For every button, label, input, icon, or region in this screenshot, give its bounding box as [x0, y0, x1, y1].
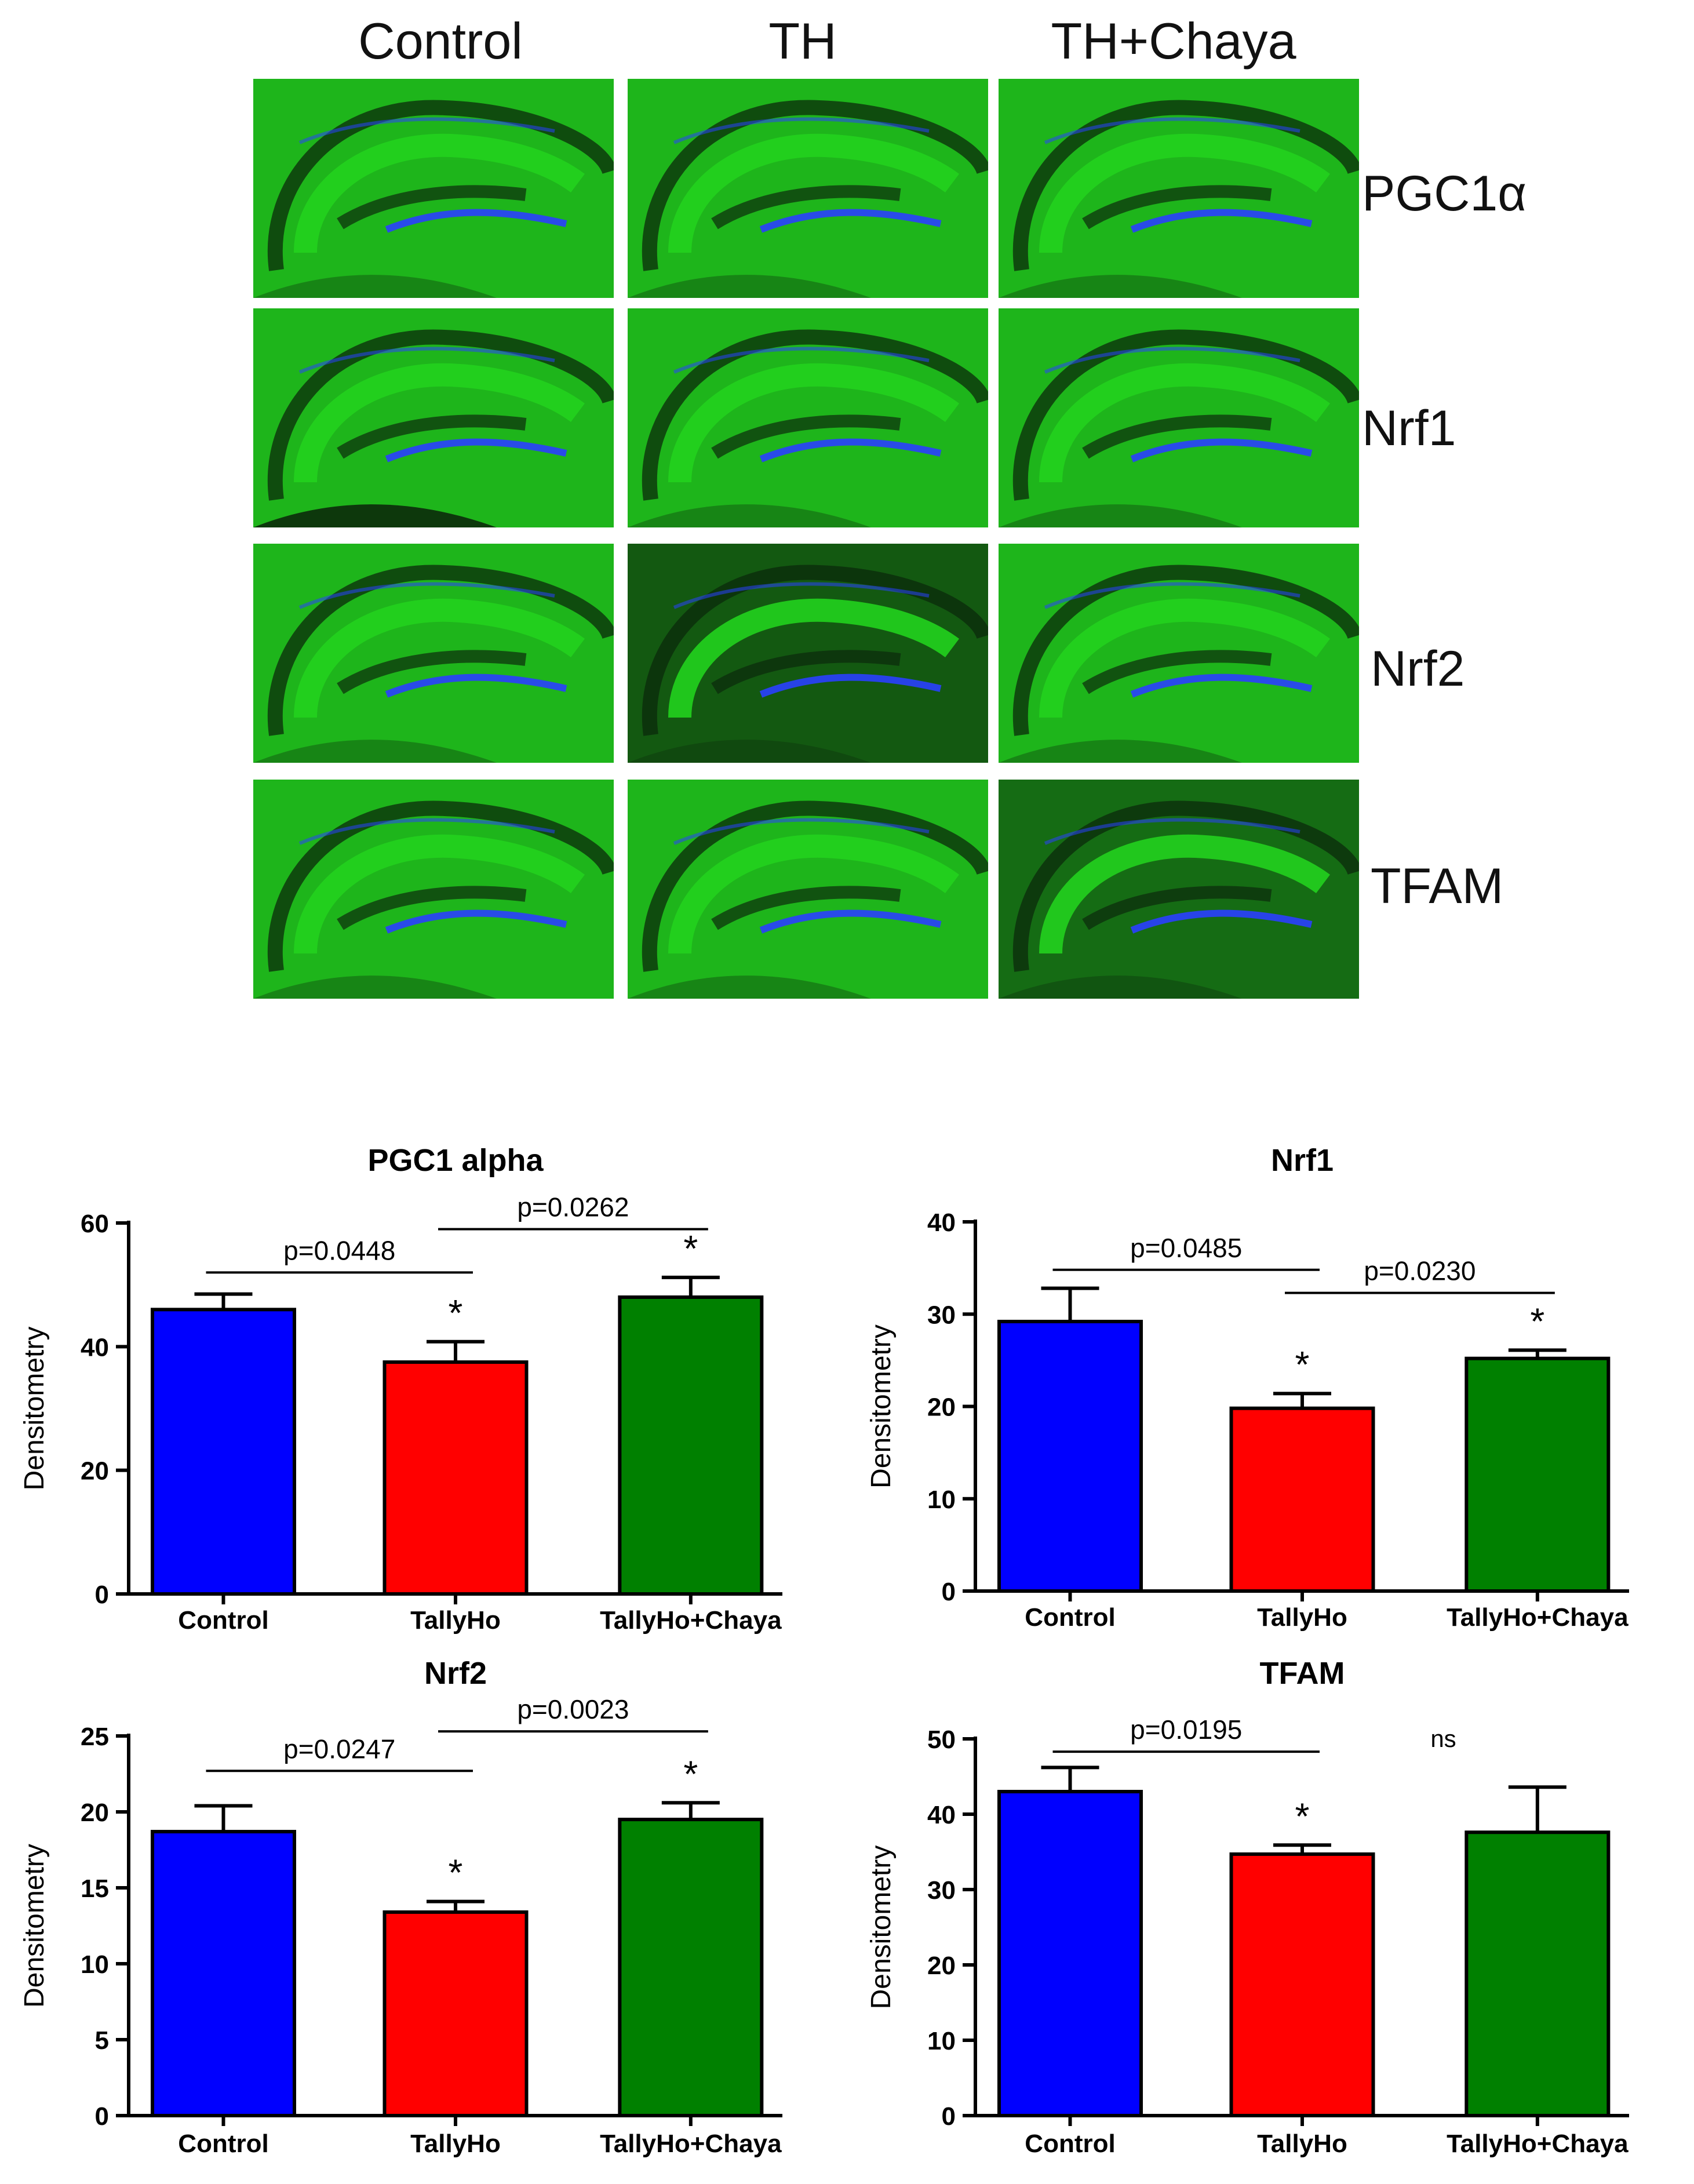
micrograph-pgc1a-control: [253, 79, 614, 298]
x-tick-label: TallyHo+Chaya: [1447, 2130, 1629, 2158]
bar-tallyho: [1229, 1406, 1375, 1593]
micrograph-tfam-th: [628, 780, 988, 999]
micrograph-pgc1a-th: [628, 79, 988, 298]
y-tick-label: 10: [927, 1486, 956, 1514]
y-tick-label: 5: [95, 2026, 109, 2055]
significance-star: *: [683, 1753, 698, 1794]
y-axis-label: Densitometry: [19, 1327, 50, 1491]
chart-title: PGC1 alpha: [367, 1143, 544, 1178]
chart-nrf2: Nrf2 Densitometry 0 5 10 15 20 25 Control TallyHo…: [0, 1646, 847, 2179]
y-tick-label: 50: [927, 1726, 956, 1754]
y-tick-label: 30: [927, 1301, 956, 1329]
column-header-th-chaya: TH+Chaya: [1051, 12, 1296, 70]
y-tick-label: 40: [927, 1209, 956, 1237]
y-axis-label: Densitometry: [866, 1846, 897, 2010]
significance-star: *: [1530, 1300, 1544, 1342]
bar-tallyho-chaya: [618, 1818, 764, 2117]
x-tick-label: TallyHo: [1257, 1603, 1347, 1632]
p-value-label: p=0.0195: [1130, 1715, 1242, 1745]
row-label-pgc1a: PGC1α: [1362, 166, 1527, 221]
y-axis-label: Densitometry: [866, 1324, 897, 1488]
x-tick-label: Control: [178, 2130, 268, 2158]
bar-control: [997, 1790, 1143, 2117]
bar-tallyho: [1229, 1852, 1375, 2117]
chart-tfam: TFAM Densitometry 0 10 20 30 40 50 Control TallyH…: [847, 1646, 1694, 2179]
y-tick-label: 10: [81, 1950, 109, 1979]
p-value-label: p=0.0023: [517, 1694, 629, 1724]
row-label-nrf2: Nrf2: [1371, 641, 1465, 697]
row-label-tfam: TFAM: [1371, 858, 1504, 914]
y-tick-label: 20: [81, 1457, 109, 1486]
bar-tallyho: [382, 1910, 529, 2117]
bar-tallyho-chaya: [618, 1295, 764, 1596]
significance-star: *: [1295, 1344, 1310, 1385]
y-tick-label: 20: [81, 1799, 109, 1827]
micrograph-nrf1-control: [253, 308, 614, 527]
micrograph-figure: Control TH TH+Chaya PGC1α Nrf1 Nrf2 TFAM: [0, 0, 1694, 1032]
column-header-th: TH: [768, 12, 837, 70]
y-tick-label: 0: [95, 2102, 109, 2131]
y-tick-label: 30: [927, 1876, 956, 1905]
bar-tallyho-chaya: [1465, 1830, 1611, 2117]
row-label-nrf1: Nrf1: [1362, 401, 1456, 456]
bar-control: [151, 1830, 296, 2117]
x-tick-label: Control: [1025, 2130, 1115, 2158]
chart-title: Nrf2: [424, 1656, 487, 1691]
micrograph-pgc1a-th-chaya: [999, 79, 1359, 298]
y-tick-label: 20: [927, 1952, 956, 1980]
significance-star: *: [449, 1292, 463, 1334]
chart-nrf1: Nrf1 Densitometry 0 10 20 30 40 Control TallyHo *…: [847, 1136, 1694, 1646]
p-value-label: p=0.0247: [283, 1734, 395, 1764]
x-tick-label: TallyHo+Chaya: [600, 2130, 782, 2158]
bar-control: [151, 1308, 296, 1596]
micrograph-tfam-th-chaya: [999, 780, 1359, 999]
significance-star: *: [449, 1852, 463, 1894]
bar-tallyho: [382, 1360, 529, 1596]
chart-pgc1-alpha: PGC1 alpha Densitometry 0 20 40 60 Control Tall…: [0, 1136, 847, 1646]
y-tick-label: 60: [81, 1210, 109, 1238]
p-value-label: p=0.0230: [1364, 1256, 1476, 1286]
p-value-label: p=0.0448: [283, 1235, 395, 1265]
chart-title: TFAM: [1260, 1656, 1345, 1691]
x-tick-label: TallyHo+Chaya: [600, 1606, 782, 1635]
x-tick-label: TallyHo: [410, 2130, 501, 2158]
x-tick-label: Control: [178, 1606, 268, 1635]
ns-annotation: ns: [1430, 1725, 1456, 1752]
x-tick-label: TallyHo: [410, 1606, 501, 1635]
micrograph-nrf1-th-chaya: [999, 308, 1359, 527]
significance-star: *: [683, 1228, 698, 1269]
p-value-label: p=0.0262: [517, 1192, 629, 1222]
y-tick-label: 0: [942, 1578, 956, 1606]
y-tick-label: 10: [927, 2027, 956, 2055]
significance-star: *: [1295, 1795, 1310, 1837]
y-tick-label: 40: [81, 1333, 109, 1362]
micrograph-nrf2-control: [253, 544, 614, 763]
y-axis-label: Densitometry: [19, 1844, 50, 2008]
y-tick-label: 25: [81, 1723, 109, 1751]
x-tick-label: Control: [1025, 1603, 1115, 1632]
y-tick-label: 15: [81, 1874, 109, 1903]
x-tick-label: TallyHo: [1257, 2130, 1347, 2158]
y-tick-label: 20: [927, 1393, 956, 1422]
bar-control: [997, 1319, 1143, 1593]
bar-tallyho-chaya: [1465, 1356, 1611, 1593]
y-tick-label: 0: [942, 2102, 956, 2131]
micrograph-nrf1-th: [628, 308, 988, 527]
x-tick-label: TallyHo+Chaya: [1447, 1603, 1629, 1632]
y-tick-label: 40: [927, 1801, 956, 1829]
p-value-label: p=0.0485: [1130, 1233, 1242, 1263]
micrograph-nrf2-th-chaya: [999, 544, 1359, 763]
micrograph-nrf2-th: [628, 544, 988, 763]
chart-title: Nrf1: [1271, 1143, 1334, 1178]
micrograph-tfam-control: [253, 780, 614, 999]
y-tick-label: 0: [95, 1581, 109, 1609]
column-header-control: Control: [358, 12, 523, 70]
